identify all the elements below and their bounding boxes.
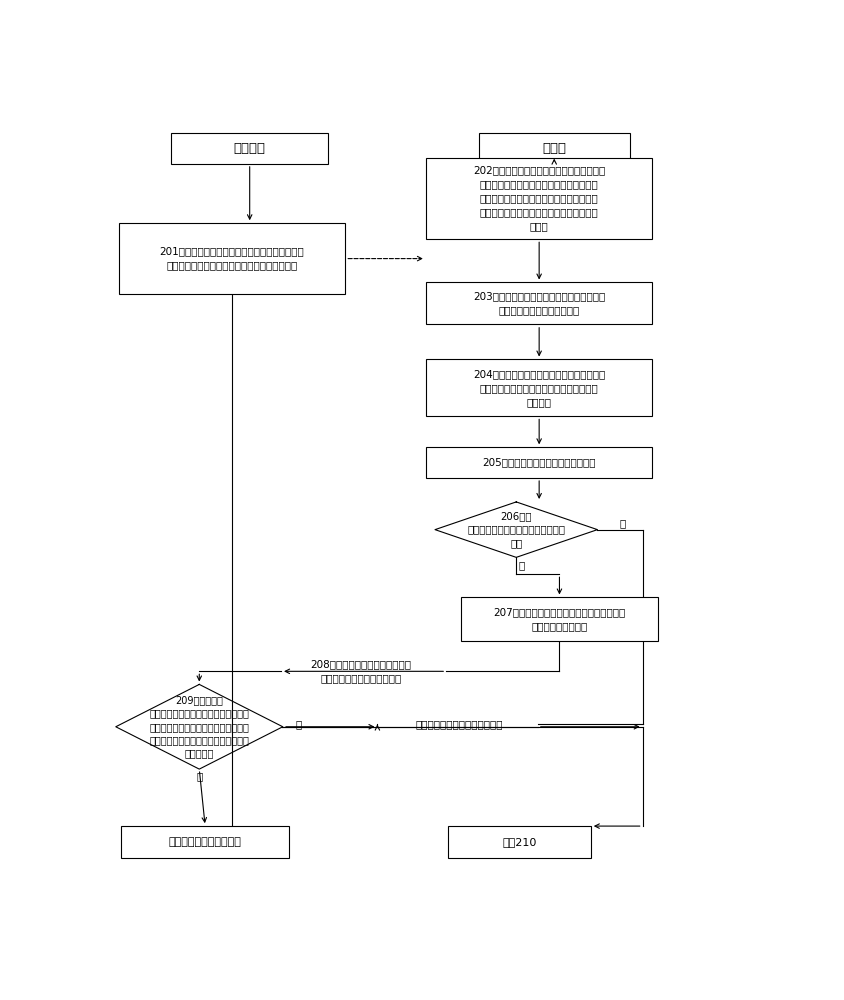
Text: 客户端: 客户端	[542, 142, 565, 155]
FancyBboxPatch shape	[479, 133, 629, 164]
Text: 205：客户端与蓝牙设备协商会话密钥: 205：客户端与蓝牙设备协商会话密钥	[482, 458, 595, 468]
Text: 步骤210: 步骤210	[501, 837, 536, 847]
Text: 209：蓝牙设备
从蓝牙设备存储区中获取内部保存的客
户端唯一标识码，判断获取到的客户端
唯一标识码和接收到的客户端唯一标识
码是否相同: 209：蓝牙设备 从蓝牙设备存储区中获取内部保存的客 户端唯一标识码，判断获取到…	[149, 695, 249, 758]
Text: 向客户端发送未进行过配对响应: 向客户端发送未进行过配对响应	[415, 719, 502, 729]
Text: 208：客户端将客户端唯一标识码
发送至蓝牙设备进行配对验证: 208：客户端将客户端唯一标识码 发送至蓝牙设备进行配对验证	[310, 659, 411, 683]
FancyBboxPatch shape	[425, 158, 652, 239]
Text: 否: 否	[295, 719, 301, 729]
Text: 207：客户端从客户端存储区中获取内部保存
的客户端唯一标识码: 207：客户端从客户端存储区中获取内部保存 的客户端唯一标识码	[493, 607, 625, 631]
Text: 202：当客户端打开蓝牙连接并搜索到蓝牙广
播包时，根据客户端唯一标识码从服务器中
获取与该客户端绑定的蓝牙设备的序列号，
将该蓝牙设备的设备序列号保存至客户端: 202：当客户端打开蓝牙连接并搜索到蓝牙广 播包时，根据客户端唯一标识码从服务器…	[473, 166, 604, 232]
FancyBboxPatch shape	[119, 223, 344, 294]
Text: 206：客
户端判断是否已与该蓝牙设备进行过
配对: 206：客 户端判断是否已与该蓝牙设备进行过 配对	[467, 511, 565, 548]
Text: 是: 是	[196, 771, 203, 781]
Text: 201：蓝牙设备开机，根据该蓝牙设备的设备序列
号的哈希值组成蓝牙广播包，广播该蓝牙广播包: 201：蓝牙设备开机，根据该蓝牙设备的设备序列 号的哈希值组成蓝牙广播包，广播该…	[160, 247, 304, 271]
Text: 是: 是	[517, 560, 524, 570]
FancyBboxPatch shape	[425, 359, 652, 416]
Text: 203：客户端对获取到的蓝牙设备的序列号进
行哈希计算，得到第一哈希值: 203：客户端对获取到的蓝牙设备的序列号进 行哈希计算，得到第一哈希值	[473, 291, 604, 315]
Text: 204：客户端选择搜索到的蓝牙广播包的值为
第一哈希值的蓝牙设备，与该蓝牙设备建立
蓝牙连接: 204：客户端选择搜索到的蓝牙广播包的值为 第一哈希值的蓝牙设备，与该蓝牙设备建…	[473, 369, 604, 407]
FancyBboxPatch shape	[425, 282, 652, 324]
FancyBboxPatch shape	[170, 133, 327, 164]
FancyBboxPatch shape	[425, 447, 652, 478]
FancyBboxPatch shape	[447, 826, 590, 858]
Text: 否: 否	[619, 518, 625, 528]
Text: 配对成功，进入交易流程: 配对成功，进入交易流程	[169, 837, 241, 847]
FancyBboxPatch shape	[122, 826, 289, 858]
FancyBboxPatch shape	[461, 597, 657, 641]
Text: 蓝牙设备: 蓝牙设备	[234, 142, 265, 155]
